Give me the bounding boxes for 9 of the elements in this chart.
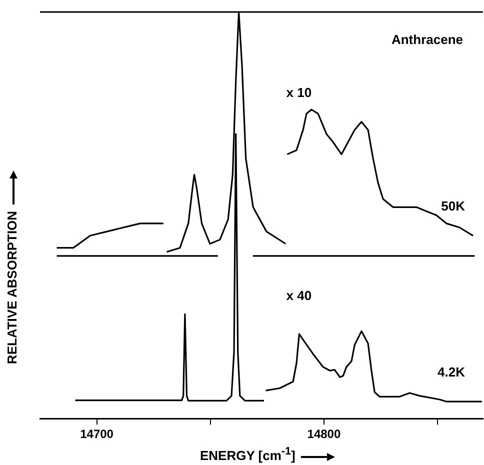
y-axis-title: RELATIVE ABSORPTION	[4, 210, 20, 364]
series-label: 50K	[441, 198, 466, 214]
x-tick-label: 14700	[80, 427, 114, 442]
annotation: x 10	[286, 84, 312, 100]
series-label: 4.2K	[438, 364, 466, 380]
x-axis-title: ENERGY [cm$^{-1}$]	[200, 446, 296, 464]
text: Anthracene	[391, 32, 463, 48]
annotation: x 40	[286, 288, 312, 304]
x-tick-label: 14800	[307, 427, 341, 442]
